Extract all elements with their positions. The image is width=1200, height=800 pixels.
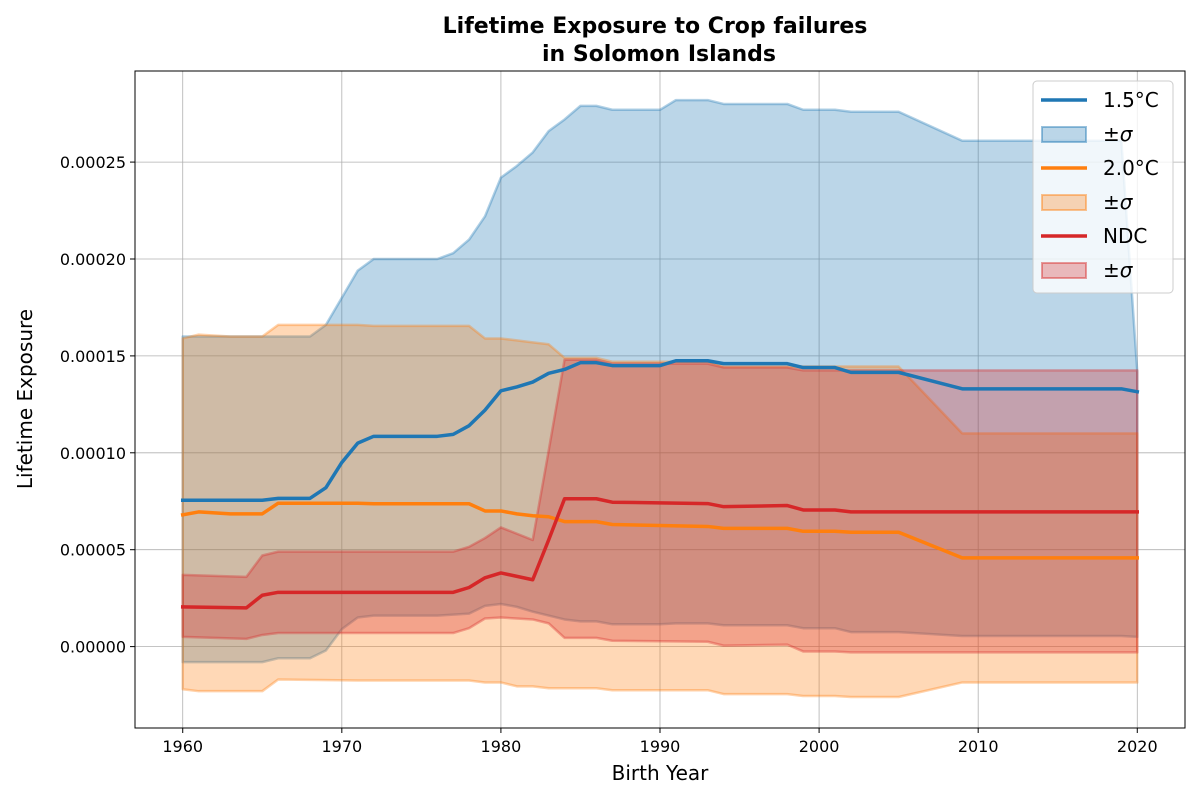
legend: 1.5°C ±σ 2.0°C ±σ NDC ±σ bbox=[1032, 80, 1174, 294]
y-tick-label: 0.00000 bbox=[60, 638, 126, 657]
line-series-2 bbox=[180, 496, 1140, 610]
x-tick-label: 1980 bbox=[481, 737, 522, 756]
legend-label-series-0: 1.5°C bbox=[1103, 88, 1159, 112]
legend-label-series-2: NDC bbox=[1103, 224, 1147, 248]
y-tick-label: 0.00010 bbox=[60, 444, 126, 463]
grid-lines bbox=[135, 71, 1185, 728]
legend-band-swatch-1 bbox=[1041, 194, 1087, 211]
x-tick-label: 2020 bbox=[1117, 737, 1158, 756]
y-tick-label: 0.00020 bbox=[60, 250, 126, 269]
band-series-0 bbox=[181, 98, 1139, 664]
series-lines bbox=[180, 358, 1140, 610]
y-tick-label: 0.00005 bbox=[60, 541, 126, 560]
line-series-0 bbox=[180, 358, 1140, 503]
legend-band-swatch-2 bbox=[1041, 262, 1087, 279]
legend-label-series-1: 2.0°C bbox=[1103, 156, 1159, 180]
x-tick-label: 1970 bbox=[321, 737, 362, 756]
uncertainty-bands bbox=[181, 98, 1139, 699]
legend-box bbox=[1032, 80, 1174, 294]
band-series-1 bbox=[181, 323, 1139, 699]
legend-label-band-1: ±σ bbox=[1103, 190, 1134, 214]
y-axis-label: Lifetime Exposure bbox=[13, 309, 37, 489]
y-tick-label: 0.00025 bbox=[60, 153, 126, 172]
x-axis-ticks: 1960 1970 1980 1990 2000 2010 2020 bbox=[162, 728, 1158, 756]
x-tick-label: 2000 bbox=[799, 737, 840, 756]
line-series-1 bbox=[180, 501, 1140, 560]
x-tick-label: 1960 bbox=[162, 737, 203, 756]
legend-label-band-2: ±σ bbox=[1103, 258, 1134, 282]
chart-title-line-2: in Solomon Islands bbox=[542, 42, 776, 67]
x-tick-label: 2010 bbox=[958, 737, 999, 756]
x-tick-label: 1990 bbox=[640, 737, 681, 756]
y-axis-ticks: 0.00000 0.00005 0.00010 0.00015 0.00020 0.000… bbox=[60, 153, 135, 657]
y-tick-label: 0.00015 bbox=[60, 347, 126, 366]
legend-band-swatch-0 bbox=[1041, 126, 1087, 143]
x-axis-label: Birth Year bbox=[612, 761, 709, 785]
legend-label-band-0: ±σ bbox=[1103, 122, 1134, 146]
chart-title-line-1: Lifetime Exposure to Crop failures bbox=[443, 14, 868, 39]
band-series-2 bbox=[181, 358, 1139, 654]
